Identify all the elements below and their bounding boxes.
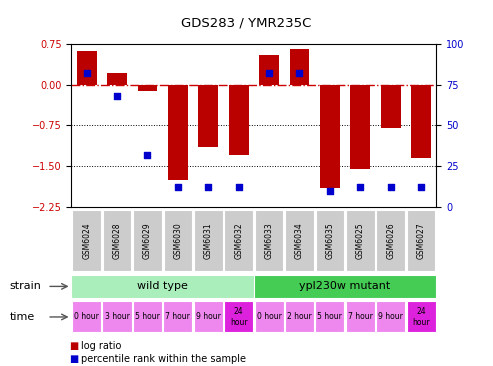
Text: GSM6033: GSM6033 xyxy=(265,222,274,259)
Text: percentile rank within the sample: percentile rank within the sample xyxy=(81,354,246,364)
Text: 3 hour: 3 hour xyxy=(105,313,130,321)
Text: GSM6025: GSM6025 xyxy=(356,222,365,259)
Point xyxy=(113,93,121,99)
Bar xyxy=(103,210,131,272)
Bar xyxy=(72,210,101,272)
Bar xyxy=(72,302,101,332)
Bar xyxy=(351,85,370,169)
Bar xyxy=(164,210,192,272)
Text: 24
hour: 24 hour xyxy=(230,307,247,327)
Text: ■: ■ xyxy=(69,354,78,364)
Text: 9 hour: 9 hour xyxy=(196,313,221,321)
Text: 0 hour: 0 hour xyxy=(257,313,282,321)
Text: log ratio: log ratio xyxy=(81,341,122,351)
Text: GSM6029: GSM6029 xyxy=(143,222,152,259)
Bar xyxy=(377,210,405,272)
Text: 5 hour: 5 hour xyxy=(317,313,342,321)
Point xyxy=(295,70,303,76)
Bar xyxy=(194,302,223,332)
Text: 7 hour: 7 hour xyxy=(348,313,373,321)
Bar xyxy=(285,210,314,272)
Bar xyxy=(285,302,314,332)
Point xyxy=(417,184,425,190)
Text: GSM6032: GSM6032 xyxy=(234,222,243,259)
Text: 9 hour: 9 hour xyxy=(378,313,403,321)
Bar xyxy=(407,210,435,272)
Text: GSM6034: GSM6034 xyxy=(295,222,304,259)
Bar xyxy=(168,85,188,180)
Bar xyxy=(194,210,222,272)
Text: GSM6030: GSM6030 xyxy=(174,222,182,259)
Text: GSM6027: GSM6027 xyxy=(417,222,425,259)
Point xyxy=(387,184,394,190)
Bar xyxy=(77,51,97,85)
Point xyxy=(265,70,273,76)
Bar xyxy=(224,210,253,272)
Bar xyxy=(376,302,405,332)
Text: time: time xyxy=(10,312,35,322)
Bar xyxy=(411,85,431,158)
Bar xyxy=(71,274,254,298)
Text: GSM6035: GSM6035 xyxy=(325,222,334,259)
Point xyxy=(326,188,334,194)
Point xyxy=(143,152,151,158)
Point xyxy=(356,184,364,190)
Bar xyxy=(138,85,157,91)
Bar xyxy=(163,302,192,332)
Text: 5 hour: 5 hour xyxy=(135,313,160,321)
Text: GSM6026: GSM6026 xyxy=(386,222,395,259)
Point xyxy=(204,184,212,190)
Bar xyxy=(224,302,253,332)
Bar xyxy=(254,302,283,332)
Bar xyxy=(259,55,279,85)
Bar xyxy=(103,302,132,332)
Bar xyxy=(229,85,248,155)
Text: 0 hour: 0 hour xyxy=(74,313,99,321)
Text: GDS283 / YMR235C: GDS283 / YMR235C xyxy=(181,16,312,30)
Text: GSM6031: GSM6031 xyxy=(204,222,213,259)
Bar xyxy=(254,274,436,298)
Text: 7 hour: 7 hour xyxy=(166,313,190,321)
Bar xyxy=(198,85,218,147)
Bar xyxy=(316,302,345,332)
Text: ypl230w mutant: ypl230w mutant xyxy=(299,281,391,291)
Bar xyxy=(381,85,401,128)
Text: wild type: wild type xyxy=(137,281,188,291)
Text: 2 hour: 2 hour xyxy=(287,313,312,321)
Text: GSM6024: GSM6024 xyxy=(82,222,91,259)
Point xyxy=(235,184,243,190)
Bar xyxy=(107,73,127,85)
Bar xyxy=(320,85,340,188)
Bar xyxy=(255,210,283,272)
Bar xyxy=(407,302,436,332)
Point xyxy=(174,184,182,190)
Text: 24
hour: 24 hour xyxy=(412,307,430,327)
Text: strain: strain xyxy=(10,281,42,291)
Bar xyxy=(316,210,344,272)
Bar xyxy=(346,210,375,272)
Text: ■: ■ xyxy=(69,341,78,351)
Bar xyxy=(346,302,375,332)
Point xyxy=(83,70,91,76)
Bar xyxy=(133,302,162,332)
Bar xyxy=(133,210,162,272)
Text: GSM6028: GSM6028 xyxy=(112,223,122,259)
Bar xyxy=(289,49,310,85)
